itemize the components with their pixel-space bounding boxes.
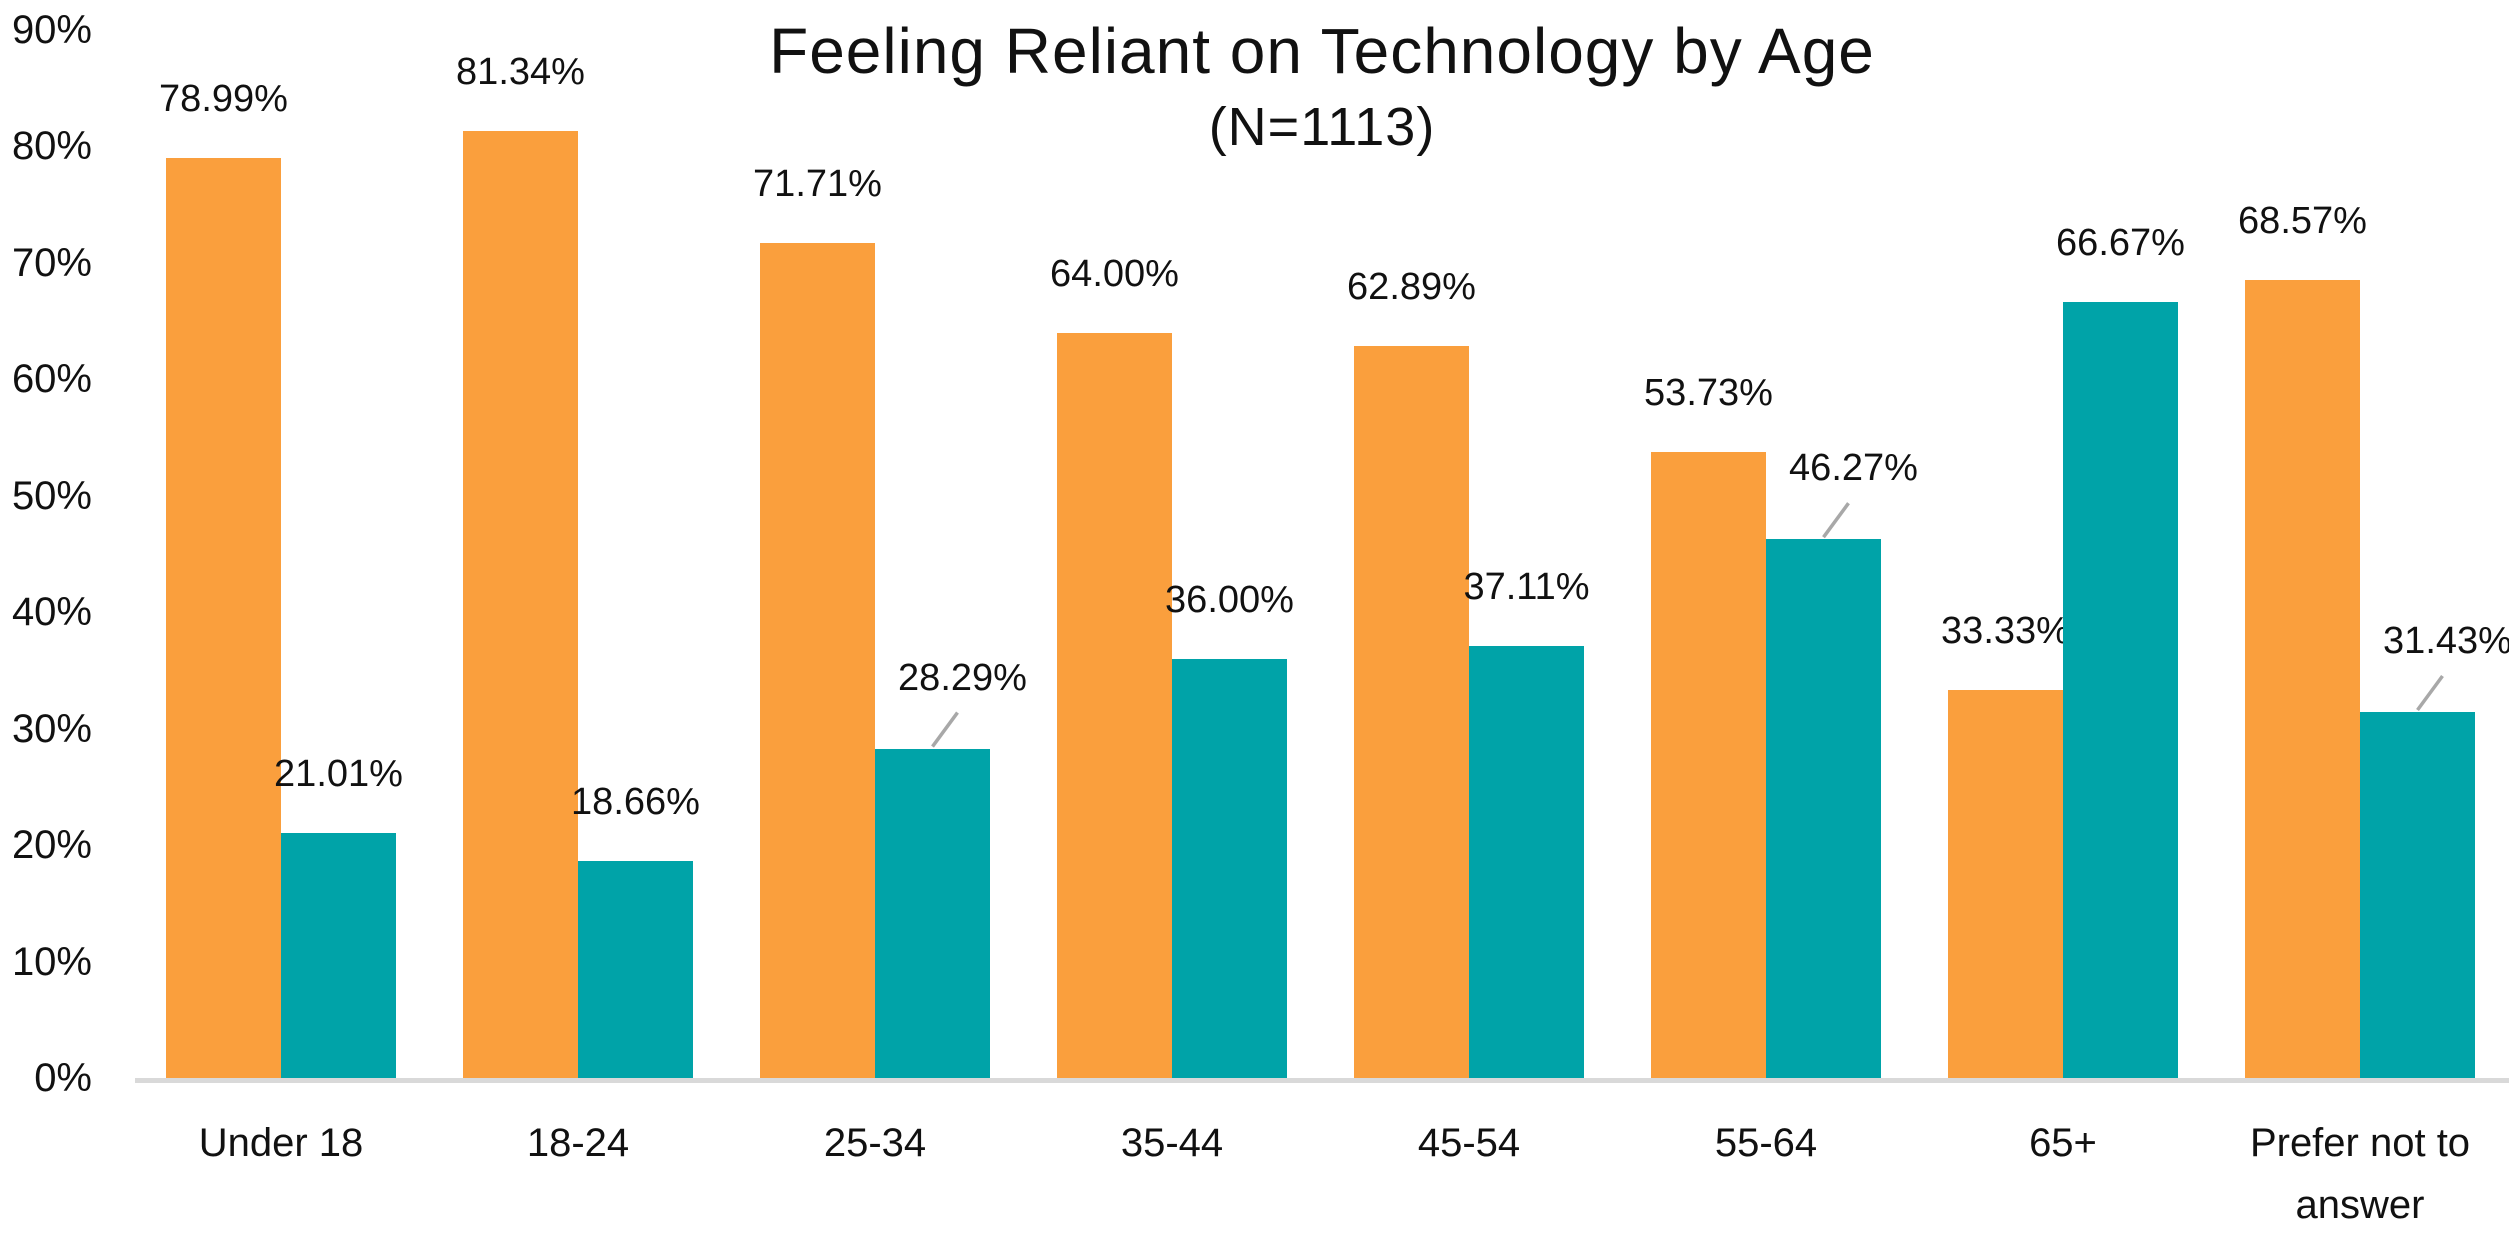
bar-orange-under-18 <box>166 158 281 1078</box>
bar-value-label: 37.11% <box>1463 565 1590 608</box>
bar-teal-25-34 <box>875 748 990 1078</box>
y-axis-label: 90% <box>11 8 92 52</box>
bar-value-label: 21.01% <box>274 753 403 796</box>
bar-teal-55-64 <box>1766 539 1881 1078</box>
y-axis-label: 60% <box>11 357 92 402</box>
x-axis-label: Prefer not to answer <box>2249 1121 2471 1227</box>
bar-value-label: 33.33% <box>1941 609 2070 652</box>
x-axis-label: 65+ <box>2029 1121 2097 1165</box>
y-axis-label: 40% <box>11 590 92 635</box>
bar-orange-25-34 <box>760 242 875 1078</box>
bar-teal-18-24 <box>578 860 693 1078</box>
leader-line <box>1822 502 1850 539</box>
bar-value-label: 46.27% <box>1789 447 1918 490</box>
x-axis-baseline <box>135 1078 2509 1083</box>
bar-value-label: 18.66% <box>571 780 700 823</box>
y-axis-label: 50% <box>11 473 92 518</box>
x-axis-label: 18-24 <box>526 1121 630 1165</box>
bar-orange-18-24 <box>463 130 578 1078</box>
bar-value-label: 71.71% <box>753 162 882 205</box>
bar-teal-prefer-not-to-answer <box>2360 712 2475 1078</box>
bar-value-label: 64.00% <box>1050 252 1179 295</box>
bar-teal-65 <box>2063 301 2178 1078</box>
bar-orange-45-54 <box>1354 345 1469 1078</box>
bar-value-label: 78.99% <box>159 78 288 121</box>
bar-orange-65 <box>1948 689 2063 1078</box>
y-axis-label: 70% <box>11 240 92 285</box>
y-axis-label: 80% <box>11 124 92 169</box>
y-axis-label: 30% <box>11 706 92 751</box>
bar-value-label: 36.00% <box>1165 578 1294 621</box>
bar-teal-35-44 <box>1172 658 1287 1078</box>
bar-value-label: 62.89% <box>1347 265 1476 308</box>
bar-value-label: 81.34% <box>456 50 585 93</box>
bar-value-label: 53.73% <box>1644 372 1773 415</box>
y-axis-label: 20% <box>11 823 92 868</box>
bar-orange-55-64 <box>1651 452 1766 1078</box>
x-axis-label: 35-44 <box>1120 1121 1224 1165</box>
bar-value-label: 66.67% <box>2056 221 2185 264</box>
bar-value-label: 68.57% <box>2238 199 2367 242</box>
bar-orange-prefer-not-to-answer <box>2245 279 2360 1078</box>
bar-value-label: 28.29% <box>898 656 1027 699</box>
bar-orange-35-44 <box>1057 332 1172 1078</box>
y-axis-label: 0% <box>34 1056 92 1100</box>
x-axis-label: Under 18 <box>198 1121 364 1165</box>
x-axis-label: 25-34 <box>823 1121 927 1165</box>
leader-line <box>2416 674 2444 712</box>
x-axis-label: 45-54 <box>1417 1121 1521 1165</box>
x-axis-label: 55-64 <box>1714 1121 1818 1165</box>
leader-line <box>931 711 959 748</box>
bar-teal-45-54 <box>1469 645 1584 1078</box>
bar-value-label: 31.43% <box>2383 620 2509 662</box>
bar-teal-under-18 <box>281 833 396 1078</box>
y-axis-label: 10% <box>11 939 92 984</box>
